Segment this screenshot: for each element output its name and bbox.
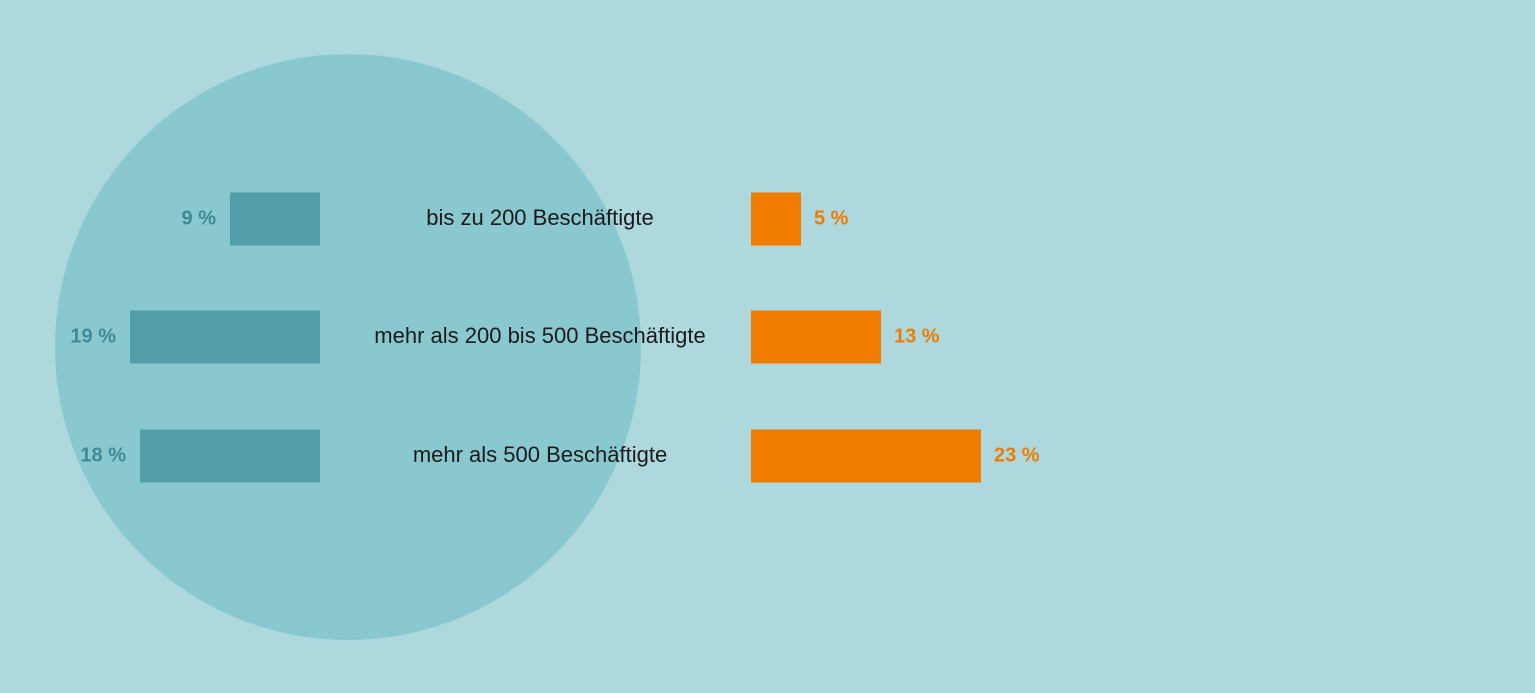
category-label: bis zu 200 Beschäftigte <box>426 205 653 230</box>
bar <box>130 310 320 364</box>
background-circle <box>55 54 641 640</box>
category-label: mehr als 200 bis 500 Beschäftigte <box>374 323 705 348</box>
value-label: 19 % <box>70 325 116 347</box>
bar <box>230 192 320 246</box>
bar <box>751 192 801 246</box>
bar <box>751 310 881 364</box>
value-label: 23 % <box>994 444 1040 466</box>
category-label: mehr als 500 Beschäftigte <box>413 442 667 467</box>
value-label: 9 % <box>182 207 217 229</box>
bar <box>140 429 320 483</box>
bar <box>751 429 981 483</box>
value-label: 5 % <box>814 207 849 229</box>
value-label: 18 % <box>80 444 126 466</box>
value-label: 13 % <box>894 325 940 347</box>
